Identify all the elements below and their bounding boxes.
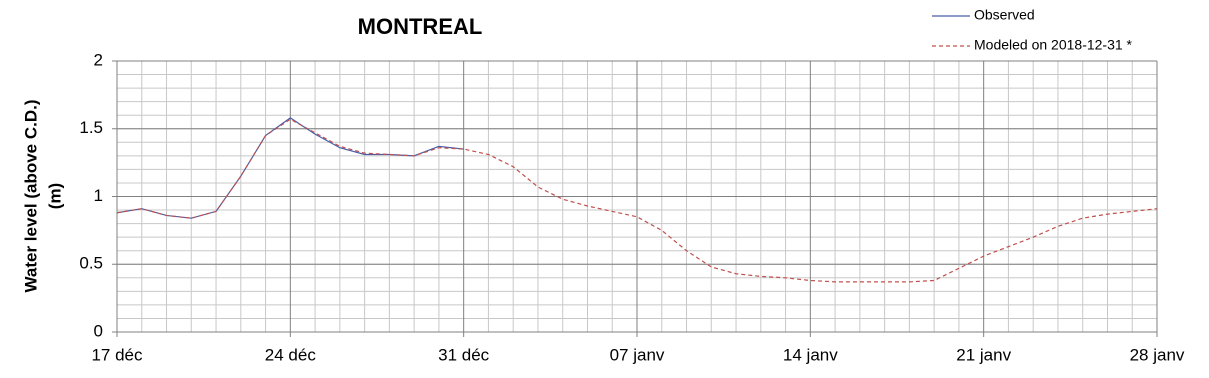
data-line [116,118,1158,283]
y-tick-label: 1 [94,186,103,205]
legend-label: Observed [974,7,1035,23]
x-tick-label: 31 déc [438,345,490,364]
y-tick-label: 0.5 [79,254,103,273]
x-tick-label: 17 déc [91,345,143,364]
legend-label: Modeled on 2018-12-31 * [974,37,1133,53]
x-tick-label: 14 janv [783,345,838,364]
y-tick-label: 0 [94,321,103,340]
y-tick-label: 2 [94,50,103,69]
x-tick-label: 24 déc [265,345,317,364]
chart-title: MONTREAL [358,14,483,39]
x-tick-label: 07 janv [610,345,665,364]
x-tick-label: 21 janv [956,345,1011,364]
y-tick-label: 1.5 [79,118,103,137]
x-tick-label: 28 janv [1130,345,1185,364]
y-axis-label: Water level (above C.D.) [21,99,40,292]
y-axis-label: (m) [45,183,64,209]
